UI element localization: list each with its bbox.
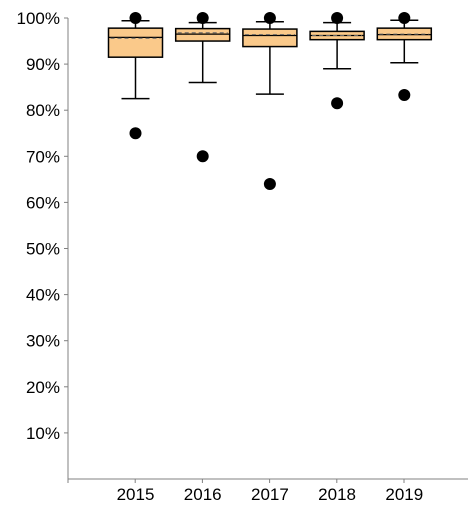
outlier-point xyxy=(331,97,344,110)
iqr-box xyxy=(242,28,298,48)
x-tick-label: 2018 xyxy=(318,485,356,504)
axis-layer xyxy=(64,17,468,483)
box-2019 xyxy=(376,12,433,101)
box-2015 xyxy=(107,12,164,140)
iqr-box xyxy=(174,27,231,42)
outlier-point xyxy=(331,12,344,24)
outlier-point xyxy=(196,150,209,163)
box-layer xyxy=(107,12,433,190)
box-2017 xyxy=(242,12,298,190)
y-tick-label: 30% xyxy=(26,332,60,351)
y-tick-label: 40% xyxy=(26,286,60,305)
iqr-box xyxy=(107,27,164,58)
outlier-point xyxy=(129,127,142,140)
outlier-point xyxy=(398,12,411,24)
box-2016 xyxy=(174,12,231,163)
y-tick-label: 10% xyxy=(26,424,60,443)
y-tick-label: 90% xyxy=(26,55,60,74)
y-tick-label: 80% xyxy=(26,101,60,120)
x-tick-label: 2016 xyxy=(184,485,222,504)
outlier-point xyxy=(263,12,276,24)
x-tick-label: 2019 xyxy=(385,485,423,504)
x-tick-label: 2017 xyxy=(251,485,289,504)
box-2018 xyxy=(309,12,365,110)
y-tick-label: 50% xyxy=(26,240,60,259)
y-tick-label: 70% xyxy=(26,147,60,166)
y-tick-label: 60% xyxy=(26,193,60,212)
outlier-point xyxy=(129,12,142,24)
x-tick-label: 2015 xyxy=(117,485,155,504)
outlier-point xyxy=(196,12,209,24)
outlier-point xyxy=(263,177,276,190)
outlier-point xyxy=(398,88,411,101)
y-tick-label: 100% xyxy=(17,9,60,28)
label-layer: 10% 20% 30% 40% 50% 60% 70% 80% 90% 100% 2015 2016 2… xyxy=(17,9,424,504)
y-tick-label: 20% xyxy=(26,378,60,397)
